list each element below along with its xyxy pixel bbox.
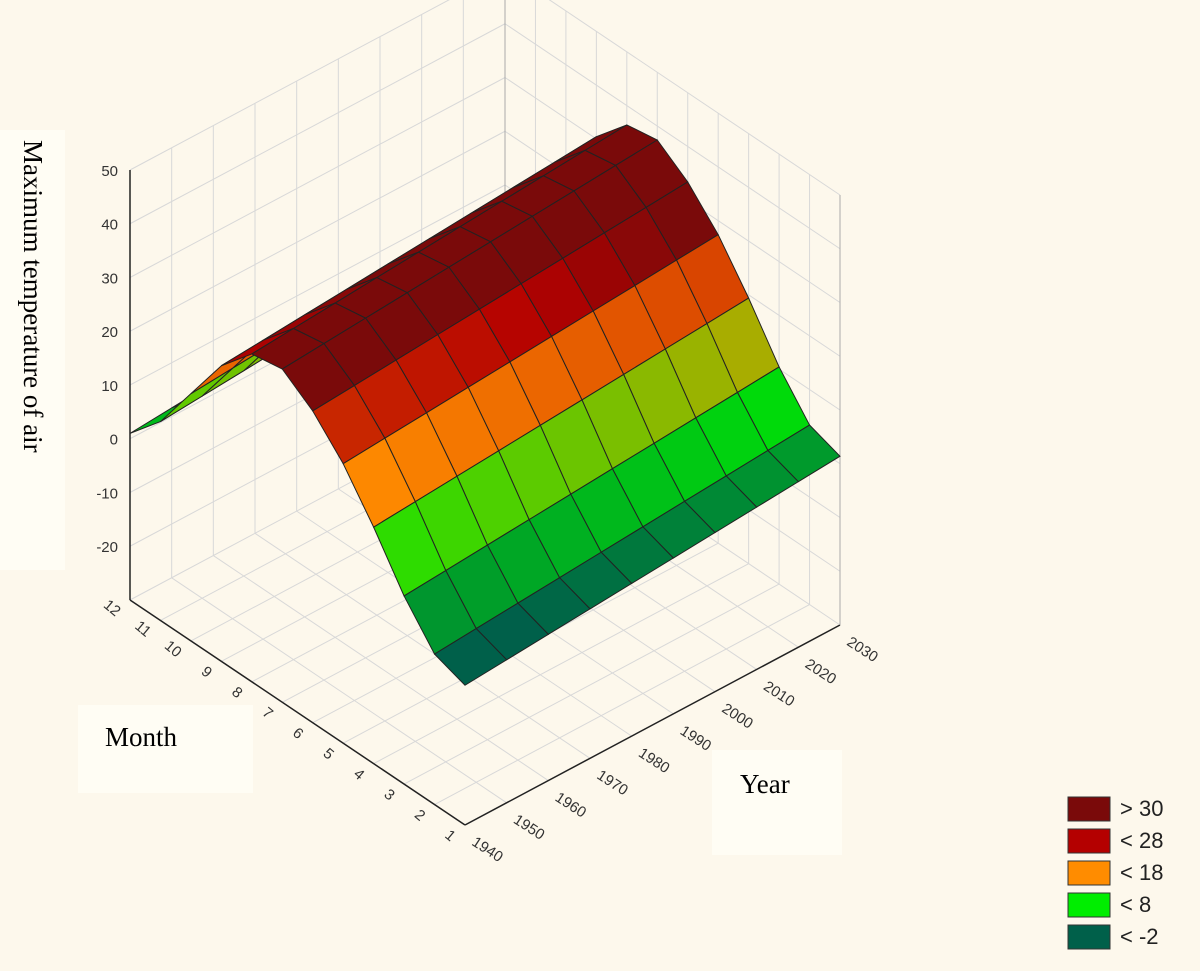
- legend-label: < 28: [1120, 828, 1163, 853]
- z-tick-label: 30: [101, 270, 118, 287]
- grid-line: [129, 184, 506, 386]
- plot: -20-100102030405019401950196019701980199…: [96, 0, 881, 866]
- legend-swatch: [1067, 860, 1111, 886]
- legend-swatch: [1067, 892, 1111, 918]
- year-label-box: [712, 750, 842, 855]
- legend-label: < 18: [1120, 860, 1163, 885]
- legend-swatch: [1067, 796, 1111, 822]
- z-label-box: [0, 130, 65, 570]
- legend-label: < 8: [1120, 892, 1151, 917]
- legend-label: > 30: [1120, 796, 1163, 821]
- axis-line: [464, 624, 841, 826]
- grid-line: [403, 583, 780, 785]
- z-tick-label: 20: [101, 324, 118, 341]
- month-label-box: [78, 705, 253, 793]
- grid-line: [548, 0, 841, 196]
- z-tick-label: -20: [96, 539, 118, 556]
- axis-line: [129, 599, 466, 826]
- legend-swatch: [1067, 828, 1111, 854]
- z-tick-label: 40: [101, 217, 118, 234]
- grid-line: [129, 77, 506, 278]
- grid-line: [171, 577, 507, 804]
- grid-line: [254, 532, 591, 759]
- z-tick-label: -10: [96, 485, 118, 502]
- grid-line: [129, 0, 450, 171]
- z-tick-label: 10: [101, 378, 118, 395]
- y-axis-label: Month: [105, 722, 178, 752]
- z-axis-label: Maximum temperature of air: [18, 140, 48, 453]
- z-tick-label: 0: [110, 432, 118, 449]
- grid-line: [213, 555, 549, 781]
- legend-swatch: [1067, 924, 1111, 950]
- grid-line: [434, 604, 810, 805]
- grid-line: [129, 23, 506, 225]
- grid-line: [373, 563, 749, 765]
- x-axis-label: Year: [740, 769, 790, 799]
- grid-line: [504, 23, 841, 250]
- grid-line: [129, 130, 506, 332]
- surface-cell: [433, 627, 508, 686]
- z-tick-label: 50: [101, 163, 118, 180]
- legend-label: < -2: [1120, 924, 1159, 949]
